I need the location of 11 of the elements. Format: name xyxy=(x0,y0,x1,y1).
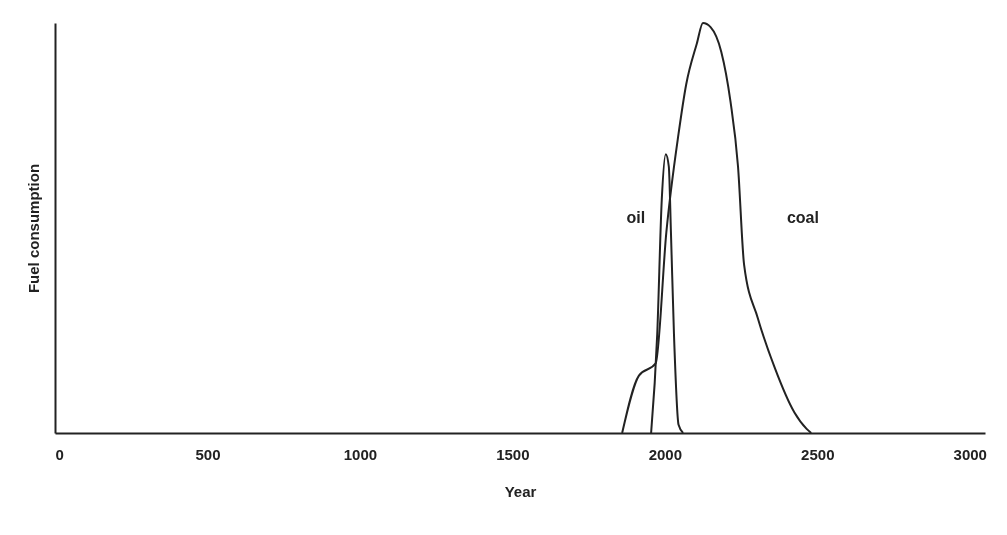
y-axis-title: Fuel consumption xyxy=(24,163,42,294)
x-tick-label: 3000 xyxy=(953,445,987,463)
x-axis-title: Year xyxy=(504,482,537,500)
series-label: oil xyxy=(626,209,646,226)
x-tick-label: 1500 xyxy=(496,445,530,463)
text: coal xyxy=(786,209,819,226)
x-tick-label: 1000 xyxy=(343,445,378,463)
x-tick-label: 0 xyxy=(55,445,64,463)
x-tick-label: 2000 xyxy=(648,445,683,463)
x-tick-label: 2500 xyxy=(801,445,835,463)
x-tick-label: 500 xyxy=(195,445,221,463)
